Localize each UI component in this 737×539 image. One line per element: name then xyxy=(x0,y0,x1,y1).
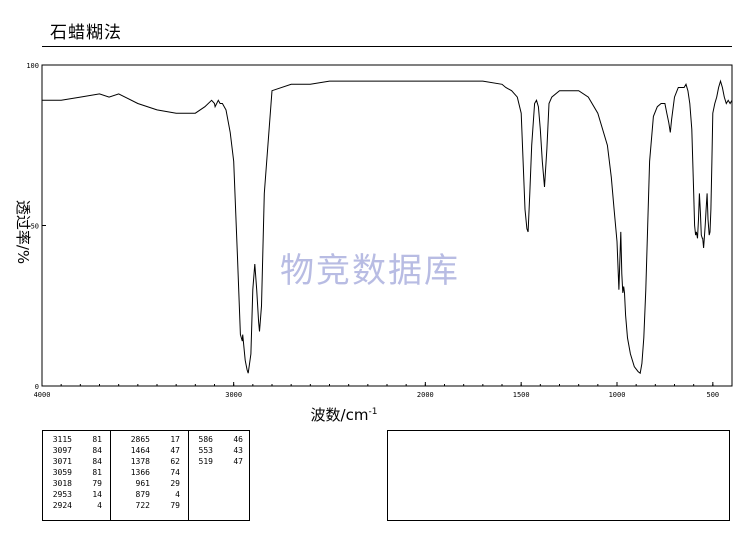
notes-box xyxy=(387,430,730,521)
peak-wavenumber: 3071 xyxy=(52,457,72,466)
peak-transmittance: 79 xyxy=(170,501,180,510)
peak-table-row: 2865 17 xyxy=(111,434,188,445)
page-title: 石蜡糊法 xyxy=(50,23,122,43)
peak-table-column: 3115 81 3097 84 3071 84 3059 81 3018 79 2953 14 2924… xyxy=(43,431,111,520)
peak-table: 3115 81 3097 84 3071 84 3059 81 3018 79 2953 14 2924… xyxy=(42,430,250,521)
peak-table-row: 553 43 xyxy=(189,445,251,456)
x-tick-label: 2000 xyxy=(417,391,434,399)
peak-table-row: 3071 84 xyxy=(43,456,110,467)
peak-wavenumber: 2924 xyxy=(52,501,72,510)
peak-table-row: 3059 81 xyxy=(43,467,110,478)
y-tick-label: 100 xyxy=(26,62,39,70)
peak-table-row: 1464 47 xyxy=(111,445,188,456)
peak-table-row: 586 46 xyxy=(189,434,251,445)
peak-wavenumber: 879 xyxy=(135,490,150,499)
peak-table-row: 961 29 xyxy=(111,478,188,489)
peak-wavenumber: 2865 xyxy=(130,435,150,444)
peak-transmittance: 43 xyxy=(233,446,243,455)
spectrum-line xyxy=(42,79,733,375)
x-axis-label: 波数/cm-1 xyxy=(311,406,378,424)
peak-table-row: 3018 79 xyxy=(43,478,110,489)
peak-wavenumber: 3018 xyxy=(52,479,72,488)
peak-wavenumber: 586 xyxy=(198,435,213,444)
peak-wavenumber: 3059 xyxy=(52,468,72,477)
ir-spectrum-chart: 4000 3000 2000 1500 1000 500 0 50 100 物竞数据库 波数/c… xyxy=(14,62,733,424)
peak-table-row: 3115 81 xyxy=(43,434,110,445)
y-axis-label: 透过率/% xyxy=(14,200,32,264)
peak-transmittance: 14 xyxy=(92,490,102,499)
peak-transmittance: 47 xyxy=(233,457,243,466)
peak-transmittance: 81 xyxy=(92,468,102,477)
peak-wavenumber: 2953 xyxy=(52,490,72,499)
peak-table-row: 879 4 xyxy=(111,489,188,500)
peak-wavenumber: 3115 xyxy=(52,435,72,444)
peak-wavenumber: 722 xyxy=(135,501,150,510)
peak-table-row: 3097 84 xyxy=(43,445,110,456)
peak-table-row: 519 47 xyxy=(189,456,251,467)
peak-transmittance: 4 xyxy=(97,501,102,510)
peak-transmittance: 81 xyxy=(92,435,102,444)
plot-frame xyxy=(41,64,733,387)
peak-wavenumber: 553 xyxy=(198,446,213,455)
peak-wavenumber: 3097 xyxy=(52,446,72,455)
title-divider xyxy=(42,46,732,47)
peak-table-row: 722 79 xyxy=(111,500,188,511)
peak-wavenumber: 1366 xyxy=(130,468,150,477)
peak-wavenumber: 1378 xyxy=(130,457,150,466)
peak-transmittance: 79 xyxy=(92,479,102,488)
peak-wavenumber: 519 xyxy=(198,457,213,466)
x-tick-label: 500 xyxy=(707,391,720,399)
x-tick-label: 3000 xyxy=(225,391,242,399)
peak-transmittance: 74 xyxy=(170,468,180,477)
peak-table-row: 2924 4 xyxy=(43,500,110,511)
y-tick-label: 0 xyxy=(35,383,39,391)
peak-table-row: 1378 62 xyxy=(111,456,188,467)
y-tick-label: 50 xyxy=(31,223,39,231)
watermark: 物竞数据库 xyxy=(280,251,460,291)
peak-table-row: 2953 14 xyxy=(43,489,110,500)
peak-wavenumber: 1464 xyxy=(130,446,150,455)
x-tick-label: 4000 xyxy=(34,391,51,399)
peak-transmittance: 84 xyxy=(92,457,102,466)
peak-transmittance: 47 xyxy=(170,446,180,455)
x-tick-label: 1500 xyxy=(513,391,530,399)
peak-transmittance: 4 xyxy=(175,490,180,499)
peak-transmittance: 29 xyxy=(170,479,180,488)
peak-table-row: 1366 74 xyxy=(111,467,188,478)
peak-transmittance: 84 xyxy=(92,446,102,455)
x-tick-label: 1000 xyxy=(609,391,626,399)
peak-transmittance: 62 xyxy=(170,457,180,466)
peak-transmittance: 46 xyxy=(233,435,243,444)
peak-table-column: 2865 17 1464 47 1378 62 1366 74 961 29 879 4 722 79 xyxy=(111,431,189,520)
peak-table-column: 586 46 553 43 519 47 xyxy=(189,431,251,520)
peak-transmittance: 17 xyxy=(170,435,180,444)
peak-wavenumber: 961 xyxy=(135,479,150,488)
